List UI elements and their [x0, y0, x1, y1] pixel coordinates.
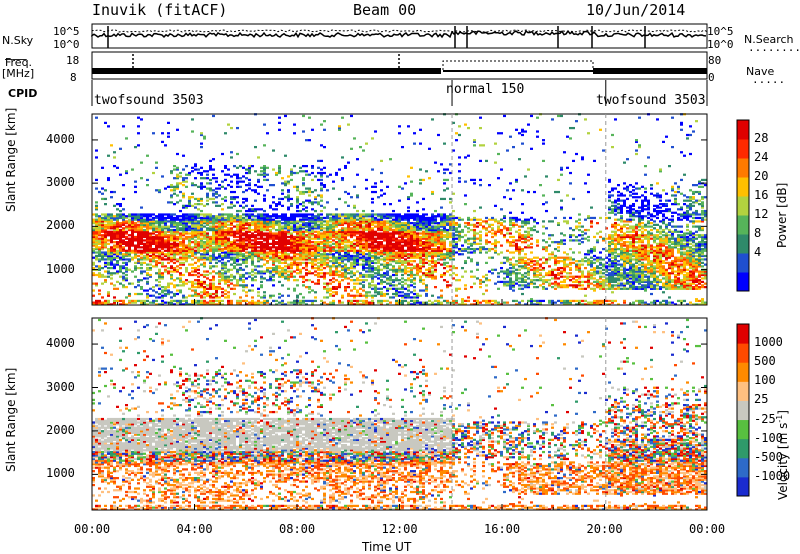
- power-colorbar-cell-7: [737, 139, 749, 159]
- cpid-segment-2: normal 150: [446, 82, 525, 97]
- velocity-colorbar-frame: [736, 323, 750, 497]
- velocity-colorbar-cell-6: [737, 362, 749, 382]
- power-ytick-label-2: 3000: [46, 175, 75, 190]
- velocity-colorbar-cell-3: [737, 419, 749, 440]
- nave-legend-line: ·····: [752, 76, 786, 89]
- freq-tick-top: 18: [66, 54, 80, 67]
- velocity-colorbar-tick-4: -25: [754, 411, 776, 426]
- velocity-colorbar-tick-0: 1000: [754, 335, 783, 350]
- power-colorbar-cell-2: [737, 234, 749, 254]
- velocity-colorbar-tick-6: -500: [754, 449, 783, 464]
- power-colorbar-cell-8: [737, 120, 749, 140]
- x-tick-label-0: 00:00: [74, 522, 111, 536]
- power-colorbar-tick-2: 20: [754, 169, 769, 183]
- power-colorbar-tick-4: 12: [754, 207, 769, 221]
- velocity-colorbar-tick-1: 500: [754, 354, 776, 369]
- nave-tick-top: 80: [708, 54, 722, 67]
- velocity-ytick-label-3: 4000: [46, 336, 75, 351]
- x-tick-label-1: 04:00: [176, 522, 213, 536]
- velocity-colorbar-tick-5: -100: [754, 430, 783, 445]
- freq-band-2: [443, 70, 593, 72]
- station-title: Inuvik (fitACF): [92, 1, 228, 19]
- freq-band-1: [92, 68, 441, 74]
- power-colorbar-tick-1: 24: [754, 150, 769, 164]
- freq-unit: [MHz]: [2, 67, 35, 80]
- nsky-line: [91, 29, 707, 39]
- nsky-label: N.Sky: [2, 34, 34, 47]
- date-title: 10/Jun/2014: [586, 1, 686, 19]
- power-colorbar-cell-1: [737, 253, 749, 273]
- x-tick-label-5: 20:00: [586, 522, 623, 536]
- nsearch-tick-top: 10^5: [707, 25, 734, 38]
- nave-tick-bottom: 0: [708, 71, 715, 84]
- velocity-colorbar-cell-2: [737, 438, 749, 459]
- x-tick-label-3: 12:00: [381, 522, 418, 536]
- power-colorbar-cell-4: [737, 196, 749, 216]
- velocity-colorbar-tick-2: 100: [754, 373, 776, 388]
- velocity-colorbar-cell-8: [737, 324, 749, 344]
- power-ytick-label-0: 1000: [46, 261, 75, 276]
- velocity-colorbar-tick-3: 25: [754, 392, 769, 407]
- cpid-label: CPID: [8, 87, 38, 100]
- power-colorbar-cell-0: [737, 272, 749, 292]
- nsearch-legend-line: ·········: [748, 44, 800, 57]
- power-colorbar-cell-6: [737, 158, 749, 178]
- velocity-colorbar-cell-1: [737, 457, 749, 478]
- beam-title: Beam 00: [353, 1, 417, 19]
- power-colorbar-tick-6: 4: [754, 245, 762, 259]
- nsearch-tick-bottom: 10^0: [707, 38, 734, 51]
- power-colorbar-tick-3: 16: [754, 188, 769, 202]
- velocity-ytick-label-0: 1000: [46, 466, 75, 481]
- nsearch-label: N.Search: [744, 33, 794, 46]
- velocity-colorbar-cell-4: [737, 400, 749, 421]
- nave-line: [442, 60, 594, 70]
- power-colorbar-cell-5: [737, 177, 749, 197]
- nsky-legend-line: ———: [5, 52, 27, 66]
- freq-band-3: [593, 68, 707, 74]
- freq-tick-bottom: 8: [70, 71, 77, 84]
- power-colorbar-frame: [736, 119, 750, 292]
- velocity-colorbar-cell-0: [737, 476, 749, 497]
- power-colorbar-cell-3: [737, 215, 749, 235]
- cpid-segment-3: twofsound 3503: [596, 93, 706, 108]
- nsky-tick-top: 10^5: [53, 25, 80, 38]
- power-ytick-label-3: 4000: [46, 131, 75, 146]
- velocity-colorbar-cell-7: [737, 343, 749, 363]
- x-tick-label-6: 00:00: [689, 522, 726, 536]
- nsearch-line: [91, 29, 708, 33]
- freq-panel-frame: [91, 51, 708, 80]
- nave-label: Nave: [746, 65, 775, 78]
- velocity-colorbar-cell-5: [737, 381, 749, 401]
- velocity-ytick-label-2: 3000: [46, 379, 75, 394]
- power-colorbar-tick-0: 28: [754, 131, 769, 145]
- velocity-heatmap-cells: [92, 317, 707, 511]
- velocity-ytick-label-1: 2000: [46, 422, 75, 437]
- power-colorbar-tick-5: 8: [754, 226, 762, 240]
- x-tick-label-2: 08:00: [279, 522, 316, 536]
- power-ytick-label-1: 2000: [46, 218, 75, 233]
- x-axis-label: Time UT: [362, 540, 412, 554]
- freq-label: Freq.: [5, 56, 33, 69]
- cpid-segment-1: twofsound 3503: [94, 93, 204, 108]
- x-tick-label-4: 16:00: [484, 522, 521, 536]
- velocity-colorbar-tick-7: -1000: [754, 468, 791, 483]
- nsky-tick-bottom: 10^0: [53, 38, 80, 51]
- power-heatmap-cells: [92, 113, 707, 306]
